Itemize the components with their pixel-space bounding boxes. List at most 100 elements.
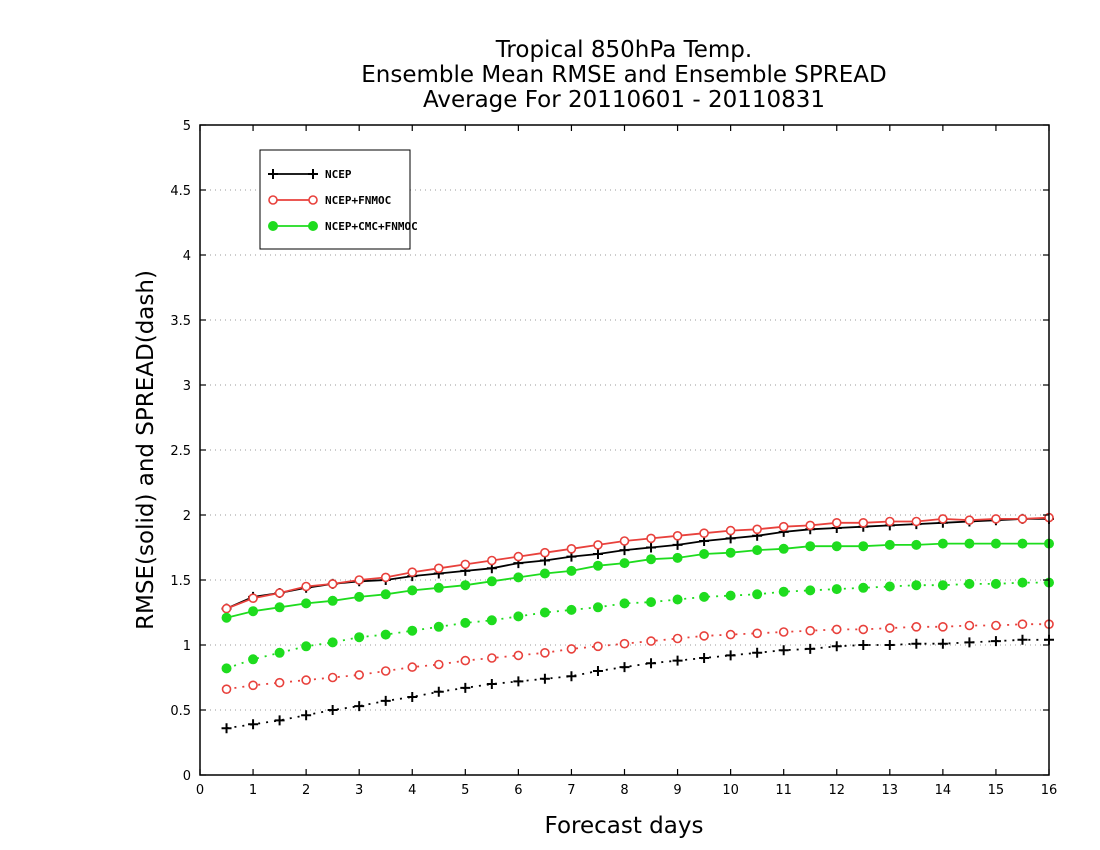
spread-point [1017,634,1028,645]
y-tick-label: 5 [183,119,191,134]
rmse-point [327,579,338,589]
spread-point [699,591,710,602]
rmse-point [540,547,550,558]
rmse-point [672,552,683,563]
legend-marker [268,195,278,205]
rmse-point [619,536,630,546]
rmse-point [354,575,364,585]
rmse-point [566,543,577,554]
rmse-point [486,576,497,587]
gridlines [200,189,1049,711]
x-tick-label: 13 [882,783,899,798]
spread-point [274,677,285,688]
rmse-point [1017,538,1028,549]
spread-point [301,641,312,652]
spread-point [911,621,922,632]
rmse-point [725,547,736,558]
rmse-point [858,517,869,528]
spread-point [248,719,259,730]
spread-point [248,680,258,691]
rmse-point [911,539,922,550]
spread-point [831,624,842,635]
rmse-point [805,541,816,552]
spread-point [1017,619,1028,630]
rmse-point [592,549,603,559]
spread-point [592,666,603,676]
spread-point [699,653,710,663]
spread-point [486,615,497,626]
x-tick-label: 1 [249,783,257,798]
spread-point [513,650,524,661]
spread-point [380,695,391,706]
spread-point [221,684,232,695]
spread-line-ncep-cmc-fnmoc [226,581,1049,670]
spread-point [619,638,630,649]
spread-point [566,604,577,615]
series-ncep-cmc-fnmoc-rmse [221,538,1054,623]
x-tick-label: 6 [514,783,522,798]
spread-point [964,637,975,648]
legend-item-ncep-cmc-fnmoc: NCEP+CMC+FNMOC [268,220,418,233]
spread-point [407,625,418,636]
spread-point [301,710,312,721]
rmse-point [672,530,683,541]
spread-point [752,589,763,600]
spread-point [805,625,816,636]
rmse-point [964,538,975,549]
legend-marker [308,195,318,205]
legend-marker [308,221,318,231]
spread-point [672,633,683,644]
spread-point [566,644,577,654]
spread-point [725,590,736,601]
spread-point [672,655,683,666]
spread-line-ncep [226,638,1049,730]
rmse-point [991,514,1001,524]
x-tick-label: 14 [935,783,952,798]
rmse-point [301,581,311,592]
spread-point [221,663,232,674]
spread-point [327,705,338,715]
series-ncep-spread [221,634,1054,734]
legend-item-ncep: NCEP [268,168,352,181]
rmse-point [433,582,444,593]
spread-point [672,594,683,605]
x-axis-ticks: 0 1 2 3 4 5 6 7 8 9 10 11 12 13 14 15 16 [196,125,1057,798]
spread-point [699,631,709,641]
spread-point [990,578,1001,589]
legend-item-ncep-fnmoc: NCEP+FNMOC [268,194,391,207]
spread-point [778,645,789,656]
title-line-2: Ensemble Mean RMSE and Ensemble SPREAD [361,62,886,88]
rmse-point [831,517,842,528]
rmse-point [380,572,391,583]
rmse-point [248,606,259,617]
y-tick-label: 4 [183,249,191,264]
spread-point [778,586,789,597]
series-layer [221,512,1054,734]
spread-point [460,617,471,628]
x-tick-label: 16 [1041,783,1058,798]
rmse-point [407,585,418,596]
rmse-point [699,528,709,539]
rmse-point [646,542,657,553]
spread-point [407,692,418,702]
y-tick-label: 3 [183,379,191,394]
rmse-point [380,589,391,600]
spread-point [911,580,922,591]
rmse-point [778,543,789,554]
spread-point [407,662,418,672]
y-tick-label: 2.5 [170,444,191,459]
legend-label: NCEP+FNMOC [325,194,391,207]
spread-point [433,686,444,697]
rmse-point [592,560,603,571]
rmse-point [407,567,418,578]
spread-point [539,673,550,684]
spread-point [327,637,338,648]
y-axis-ticks: 0 0.5 1 1.5 2 2.5 3 3.5 4 4.5 5 [170,119,1049,784]
spread-point [937,580,948,591]
y-tick-label: 2 [183,509,191,524]
spread-point [539,607,550,618]
rmse-point [937,538,948,549]
spread-point [964,620,975,631]
x-tick-label: 15 [988,783,1005,798]
